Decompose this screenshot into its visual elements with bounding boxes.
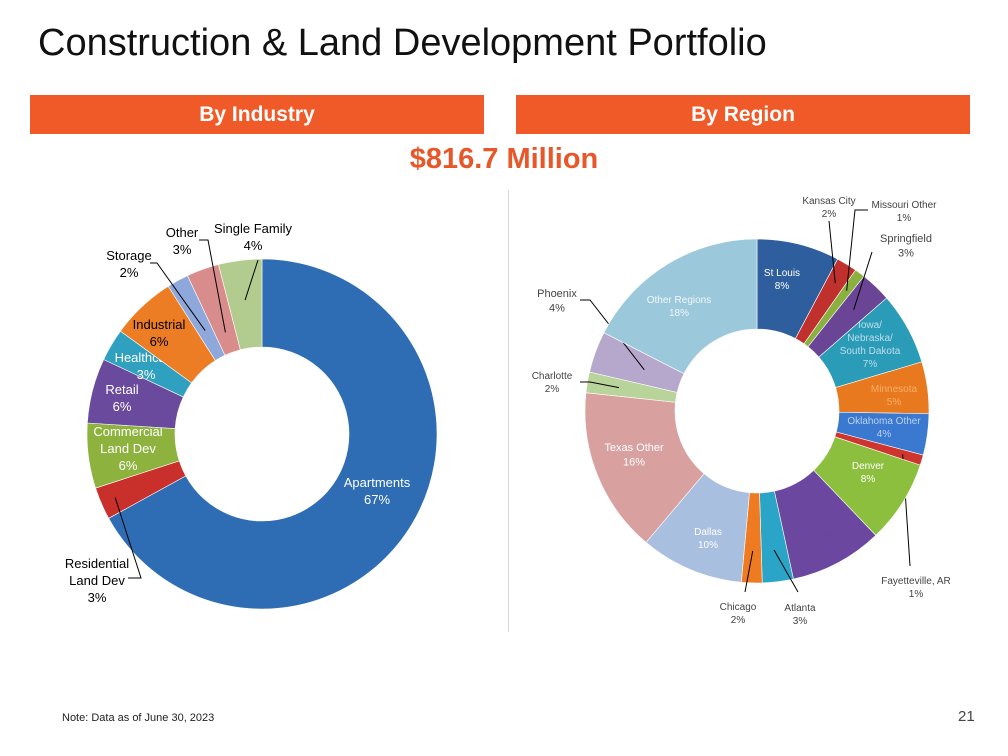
label-st-louis: St Louis 8%: [764, 268, 800, 292]
label-other: Other 3%: [166, 225, 199, 257]
leader-chicago: [744, 550, 754, 593]
label-iowa-nebraska-south-dakota: Iowa/Nebraska/South Dakota 7%: [840, 320, 901, 370]
leader-missouri-other: [846, 209, 868, 291]
leader-charlotte: [580, 381, 620, 389]
label-denver: Denver 8%: [852, 461, 885, 485]
label-apartments: Apartments 67%: [344, 475, 411, 507]
page-title: Construction & Land Development Portfoli…: [38, 22, 767, 64]
slice-apartments: [108, 258, 438, 610]
portfolio-total: $816.7 Million: [409, 143, 599, 175]
label-residential-land-dev: Residential Land Dev 3%: [65, 556, 129, 605]
label-kansas-city: Kansas City 2%: [802, 196, 855, 220]
page-number: 21: [958, 708, 975, 725]
section-header-region: By Region: [516, 95, 970, 134]
label-chicago: Chicago 2%: [720, 602, 757, 626]
leader-kansas-city: [828, 220, 836, 284]
donut-charts: Apartments 67% Residential Land Dev 3% Commer…: [65, 196, 951, 627]
label-oklahoma-other: Oklahoma Other 4%: [847, 416, 921, 440]
leader-storage: [150, 262, 206, 331]
label-other-regions: Other Regions 18%: [647, 295, 711, 319]
label-texas-other: Texas Other 16%: [604, 442, 664, 468]
label-fayetteville-ar: Fayetteville, AR 1%: [881, 576, 950, 600]
label-springfield: Springfield 3%: [880, 233, 932, 259]
label-minnesota: Minnesota 5%: [871, 384, 918, 408]
leader-atlanta: [773, 549, 799, 593]
leader-residential-land-dev: [114, 497, 142, 579]
leader-phoenix: [580, 299, 645, 371]
label-storage: Storage 2%: [106, 248, 152, 280]
leader-other: [199, 239, 226, 333]
label-commercial-land-dev: Commercial Land Dev 6%: [93, 424, 162, 473]
leader-springfield: [853, 251, 873, 310]
section-header-industry: By Industry: [30, 95, 484, 134]
section-header-region-label: By Region: [691, 102, 795, 126]
chart-divider: [508, 190, 509, 632]
footnote: Note: Data as of June 30, 2023: [62, 712, 215, 724]
label-charlotte: Charlotte 2%: [532, 371, 573, 395]
section-header-industry-label: By Industry: [199, 102, 315, 126]
label-colorado-other: Colorado Other 9%: [792, 518, 861, 542]
slice-texas-other: [584, 392, 705, 543]
leader-single-family: [244, 259, 259, 301]
label-missouri-other: Missouri Other 1%: [871, 200, 937, 224]
label-retail: Retail 6%: [105, 382, 138, 414]
label-dallas: Dallas 10%: [694, 527, 722, 551]
label-atlanta: Atlanta 3%: [784, 603, 816, 627]
slice-other-regions: [603, 238, 758, 375]
label-single-family: Single Family 4%: [214, 221, 293, 253]
label-phoenix: Phoenix 4%: [537, 288, 577, 314]
label-industrial: Industrial 6%: [133, 317, 186, 349]
